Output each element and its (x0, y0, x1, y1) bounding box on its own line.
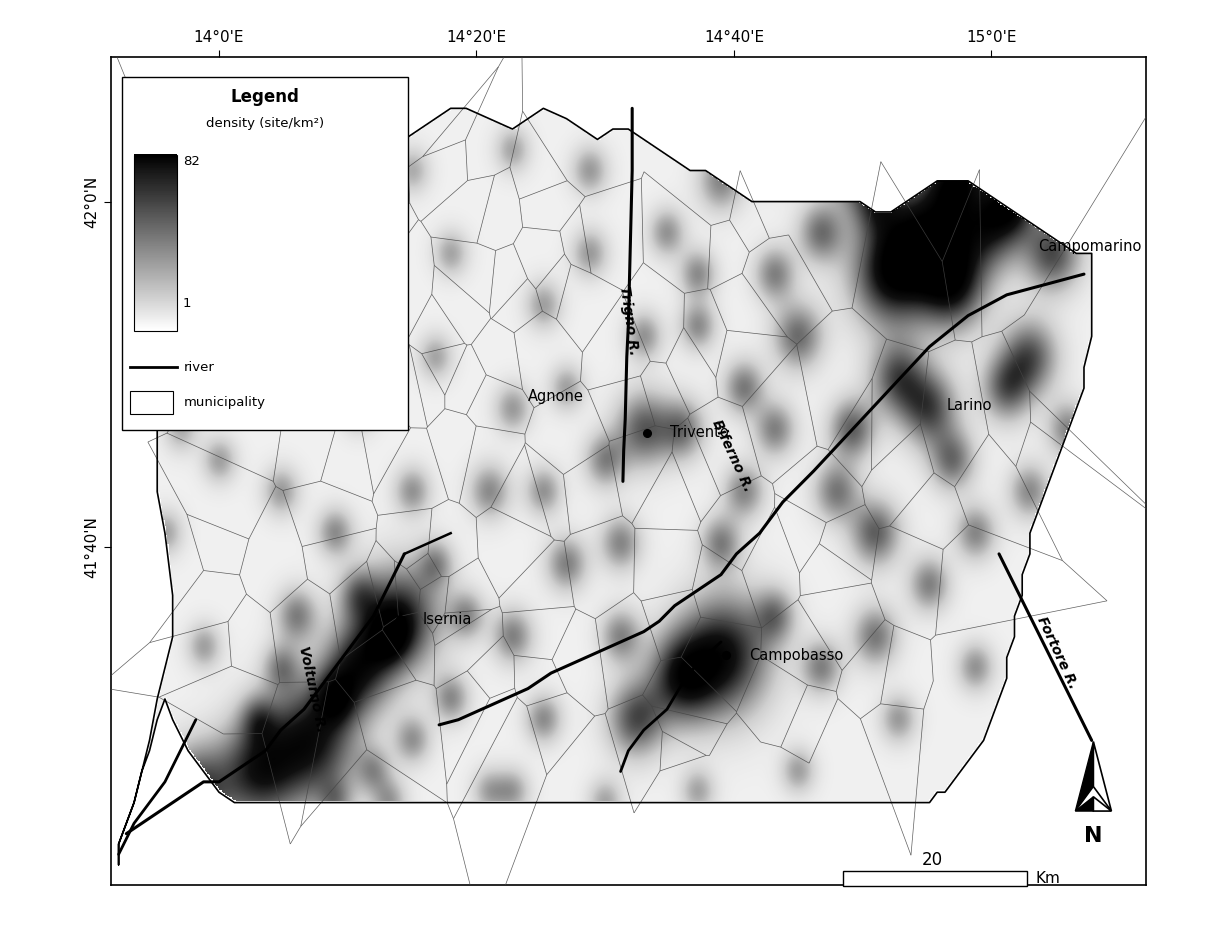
Bar (843, 871, 1027, 885)
Text: river: river (185, 361, 216, 374)
Text: N: N (1084, 825, 1103, 846)
Polygon shape (1076, 797, 1094, 811)
Polygon shape (1094, 797, 1111, 811)
Text: 1: 1 (182, 298, 191, 311)
Text: Trivento: Trivento (670, 425, 729, 440)
Bar (134, 155, 176, 332)
Text: density (site/km²): density (site/km²) (206, 117, 324, 130)
Text: 20: 20 (922, 852, 944, 869)
Text: Larino: Larino (946, 398, 992, 414)
Polygon shape (1094, 741, 1111, 811)
Text: Campomarino: Campomarino (1037, 238, 1141, 253)
Text: Biferno R.: Biferno R. (710, 417, 755, 494)
FancyBboxPatch shape (122, 77, 408, 430)
Text: Trigno R.: Trigno R. (616, 285, 641, 356)
Text: Agnone: Agnone (529, 389, 584, 404)
Text: Fortore R.: Fortore R. (1034, 614, 1079, 690)
Text: Km: Km (1036, 870, 1061, 885)
Polygon shape (1076, 741, 1094, 811)
Text: 82: 82 (182, 155, 200, 168)
Text: Isernia: Isernia (423, 611, 472, 626)
Text: municipality: municipality (185, 396, 266, 409)
Text: Volturno R.: Volturno R. (296, 644, 328, 733)
Text: Legend: Legend (230, 88, 299, 106)
Bar (131, 391, 172, 414)
Text: Campobasso: Campobasso (749, 648, 843, 663)
